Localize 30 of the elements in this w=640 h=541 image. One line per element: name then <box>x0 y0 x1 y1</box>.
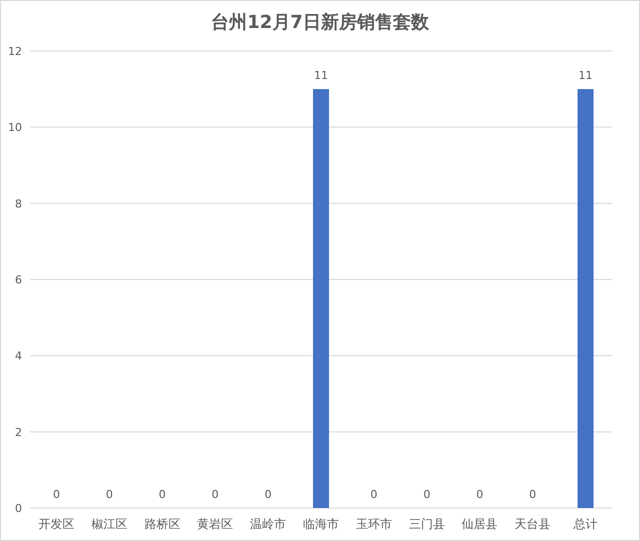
x-tick-label: 临海市 <box>303 517 339 531</box>
x-tick-label: 温岭市 <box>250 517 286 531</box>
data-label: 0 <box>264 488 272 501</box>
y-tick-label: 6 <box>15 274 22 286</box>
y-tick-label: 2 <box>15 426 22 439</box>
y-tick-label: 10 <box>8 121 22 134</box>
data-label: 0 <box>476 488 484 501</box>
data-label: 0 <box>212 488 219 501</box>
x-tick-label: 路桥区 <box>144 517 180 531</box>
data-label: 0 <box>158 488 166 501</box>
chart-title: 台州12月7日新房销售套数 <box>211 12 430 33</box>
data-label: 0 <box>529 488 536 501</box>
data-label: 0 <box>106 488 113 501</box>
y-tick-label: 8 <box>15 197 22 210</box>
y-tick-label: 4 <box>15 350 22 363</box>
x-tick-label: 开发区 <box>38 517 74 531</box>
x-tick-label: 天台县 <box>514 517 551 531</box>
data-label: 0 <box>423 488 430 501</box>
x-tick-label: 椒江区 <box>91 517 128 531</box>
data-label: 11 <box>314 69 328 82</box>
y-tick-label: 0 <box>15 502 22 515</box>
x-tick-label: 黄岩区 <box>197 517 234 531</box>
x-tick-label: 玉环市 <box>356 517 392 531</box>
x-tick-label: 总计 <box>572 517 598 531</box>
data-label: 11 <box>578 69 593 82</box>
x-tick-label: 三门县 <box>408 517 445 531</box>
data-label: 0 <box>52 488 60 501</box>
data-label: 0 <box>370 488 378 501</box>
x-tick-label: 仙居县 <box>462 517 498 531</box>
y-tick-label: 12 <box>8 45 22 58</box>
